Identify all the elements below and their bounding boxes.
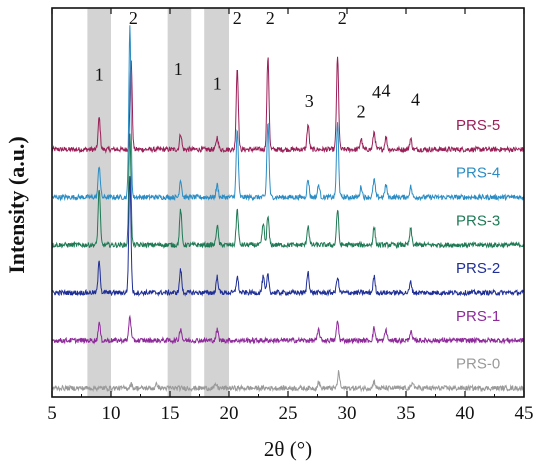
- series-line-prs-3: [51, 133, 525, 250]
- peak-label: 4: [372, 82, 381, 102]
- x-tick-label: 25: [279, 403, 298, 424]
- peak-label: 2: [233, 8, 242, 28]
- series-label-prs-1: PRS-1: [456, 308, 500, 325]
- x-tick-label: 35: [397, 403, 416, 424]
- x-tick-label: 30: [338, 403, 357, 424]
- peak-label: 3: [305, 91, 314, 111]
- series-line-prs-4: [51, 25, 525, 202]
- shaded-band-2: [167, 8, 192, 397]
- peak-label: 1: [95, 64, 104, 84]
- series-label-prs-0: PRS-0: [456, 356, 500, 373]
- x-axis-ticks: 5 10 15 20 25 30 35 40 45: [47, 8, 534, 424]
- peak-label: 4: [381, 80, 390, 100]
- series-lines: [51, 25, 525, 393]
- x-tick-label: 5: [47, 403, 57, 424]
- x-tick-label: 45: [515, 403, 534, 424]
- series-label-prs-3: PRS-3: [456, 212, 500, 229]
- series-line-prs-1: [51, 314, 525, 345]
- series-label-prs-4: PRS-4: [456, 165, 500, 182]
- series-line-prs-5: [51, 56, 525, 154]
- peak-label: 4: [411, 89, 420, 109]
- series-line-prs-0: [51, 370, 525, 393]
- x-tick-label: 10: [102, 403, 121, 424]
- shaded-band-1: [87, 8, 111, 397]
- y-axis-title: Intensity (a.u.): [4, 136, 29, 274]
- x-axis-title: 2θ (°): [264, 437, 312, 461]
- x-tick-label: 15: [161, 403, 180, 424]
- x-tick-label: 40: [456, 403, 475, 424]
- x-tick-label: 20: [220, 403, 239, 424]
- peak-label: 2: [129, 8, 138, 28]
- peak-label: 1: [213, 73, 222, 93]
- peak-label: 2: [338, 8, 347, 28]
- series-label-prs-2: PRS-2: [456, 260, 500, 277]
- peak-label: 2: [357, 102, 366, 122]
- shaded-band-3: [204, 8, 229, 397]
- series-label-prs-5: PRS-5: [456, 117, 500, 134]
- peak-label: 1: [174, 59, 183, 79]
- series-line-prs-2: [51, 176, 525, 297]
- peak-label: 2: [266, 8, 275, 28]
- series-labels: PRS-5 PRS-4 PRS-3 PRS-2 PRS-1 PRS-0: [456, 117, 500, 373]
